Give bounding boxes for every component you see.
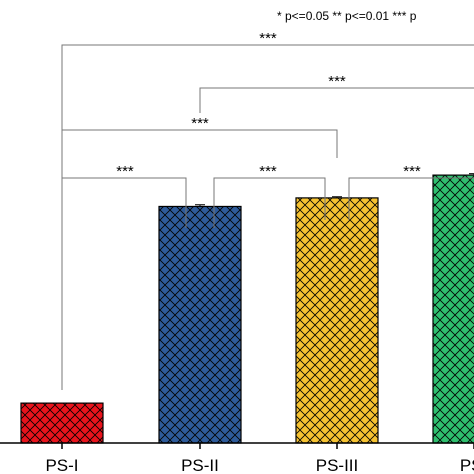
x-tick-label: PS-III (316, 456, 359, 474)
significance-bracket (61, 44, 474, 390)
significance-label: *** (328, 73, 346, 90)
bar-hatch-ps-iii (295, 197, 379, 444)
bar-hatch-ps-i (20, 402, 104, 444)
x-tick-label: PS-II (181, 456, 219, 474)
significance-bracket (61, 177, 187, 390)
significance-bracket (199, 87, 474, 113)
significance-label: *** (191, 115, 209, 132)
significance-bracket (213, 177, 326, 228)
significance-bracket (348, 177, 474, 220)
significance-legend: * p<=0.05 ** p<=0.01 *** p (277, 9, 417, 23)
bars-layer (20, 173, 474, 444)
x-tick-label: PS-I (45, 456, 78, 474)
significance-layer: *** *** *** *** *** *** (61, 30, 474, 390)
significance-label: *** (116, 163, 134, 180)
significance-label: *** (259, 163, 277, 180)
significance-label: *** (259, 30, 277, 47)
x-ticks-layer: PS-I PS-II PS-III PS- (45, 443, 474, 474)
x-tick-label: PS- (460, 456, 474, 474)
bar-hatch-ps-ii (158, 205, 242, 444)
significance-label: *** (403, 163, 421, 180)
bar-hatch-ps-iv (432, 174, 474, 444)
